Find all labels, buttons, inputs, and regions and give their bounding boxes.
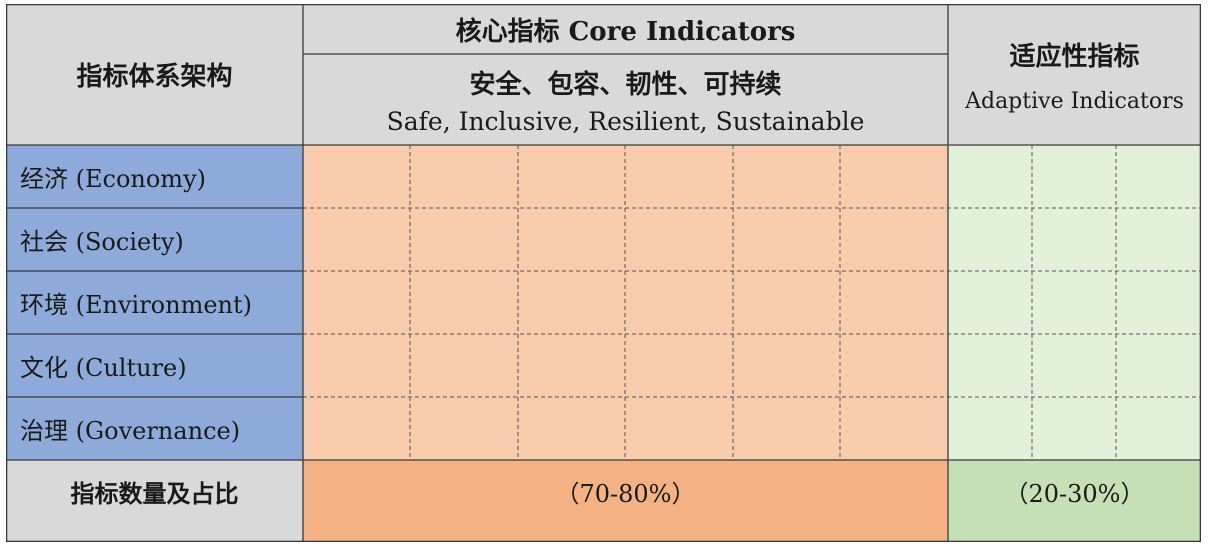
core-indicators-title: 核心指标 Core Indicators (455, 16, 796, 47)
adaptive-title-cn: 适应性指标 (1009, 41, 1140, 72)
row-label-text: 治理 (Governance) (20, 417, 241, 445)
adaptive-share-cell: （20-30%） (948, 460, 1201, 542)
adaptive-title-en: Adaptive Indicators (965, 88, 1184, 114)
row-label-text: 环境 (Environment) (20, 291, 253, 319)
row-label-text: 经济 (Economy) (20, 165, 206, 193)
summary-label: 指标数量及占比 (70, 478, 239, 508)
adaptive-indicator-grid (948, 145, 1201, 460)
core-principles-en: Safe, Inclusive, Resilient, Sustainable (386, 106, 865, 136)
architecture-label: 指标体系架构 (76, 62, 233, 92)
indicator-framework-table: 指标体系架构 核心指标 Core Indicators 安全、包容、韧性、可持续… (6, 4, 1201, 542)
adaptive-indicators-header: 适应性指标 Adaptive Indicators (948, 4, 1201, 145)
row-label-governance: 治理 (Governance) (6, 397, 303, 460)
architecture-header: 指标体系架构 (6, 4, 303, 145)
core-indicators-header: 核心指标 Core Indicators (303, 4, 948, 54)
core-principles-header: 安全、包容、韧性、可持续 Safe, Inclusive, Resilient,… (303, 54, 948, 145)
row-label-text: 社会 (Society) (20, 228, 184, 256)
core-indicator-grid (303, 145, 948, 460)
core-principles-cn: 安全、包容、韧性、可持续 (469, 69, 782, 100)
row-label-economy: 经济 (Economy) (6, 145, 303, 208)
summary-label-cell: 指标数量及占比 (6, 460, 303, 542)
row-label-environment: 环境 (Environment) (6, 271, 303, 334)
core-share: （70-80%） (555, 479, 696, 508)
adaptive-share: （20-30%） (1004, 479, 1145, 508)
core-share-cell: （70-80%） (303, 460, 948, 542)
row-label-culture: 文化 (Culture) (6, 334, 303, 397)
row-label-society: 社会 (Society) (6, 208, 303, 271)
row-label-text: 文化 (Culture) (20, 354, 187, 382)
